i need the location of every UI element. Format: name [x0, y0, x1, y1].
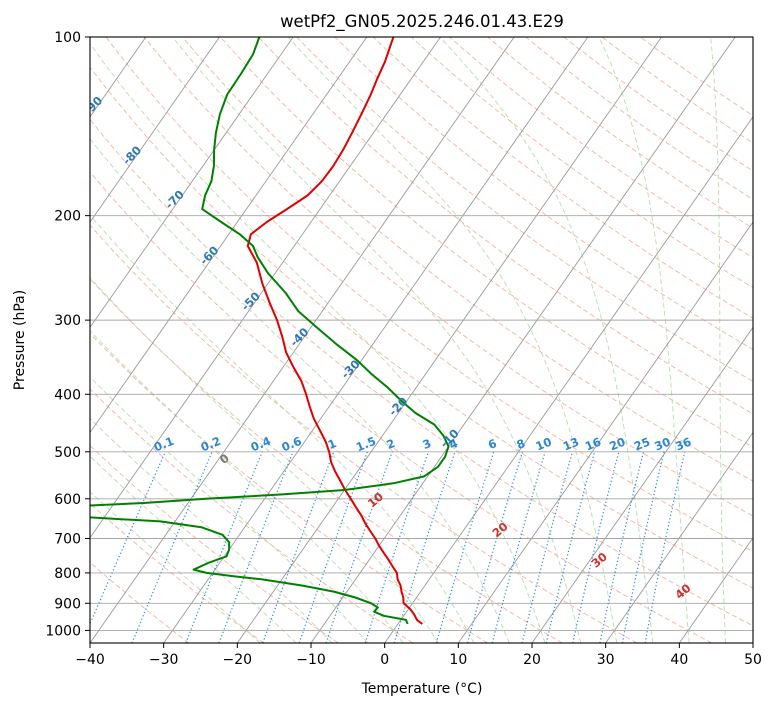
x-tick-label: 0 — [380, 652, 389, 668]
x-tick-label: 30 — [597, 652, 615, 668]
y-tick-label: 500 — [54, 445, 81, 461]
x-tick-label: 40 — [670, 652, 688, 668]
x-axis-label: Temperature (°C) — [361, 681, 483, 697]
y-axis-label: Pressure (hPa) — [12, 290, 28, 390]
x-tick-label: 10 — [449, 652, 467, 668]
y-tick-label: 400 — [54, 387, 81, 403]
x-tick-label: −20 — [223, 652, 253, 668]
x-tick-label: 50 — [744, 652, 762, 668]
y-tick-label: 600 — [54, 492, 81, 508]
y-tick-label: 300 — [54, 313, 81, 329]
chart-title: wetPf2_GN05.2025.246.01.43.E29 — [280, 12, 564, 32]
x-tick-label: 20 — [523, 652, 541, 668]
x-tick-label: −30 — [149, 652, 179, 668]
x-tick-label: −40 — [75, 652, 105, 668]
y-tick-label: 900 — [54, 596, 81, 612]
x-tick-label: −10 — [296, 652, 326, 668]
y-tick-label: 200 — [54, 209, 81, 225]
y-tick-label: 1000 — [45, 623, 81, 639]
y-tick-label: 100 — [54, 30, 81, 46]
y-tick-label: 800 — [54, 566, 81, 582]
y-tick-label: 700 — [54, 532, 81, 548]
